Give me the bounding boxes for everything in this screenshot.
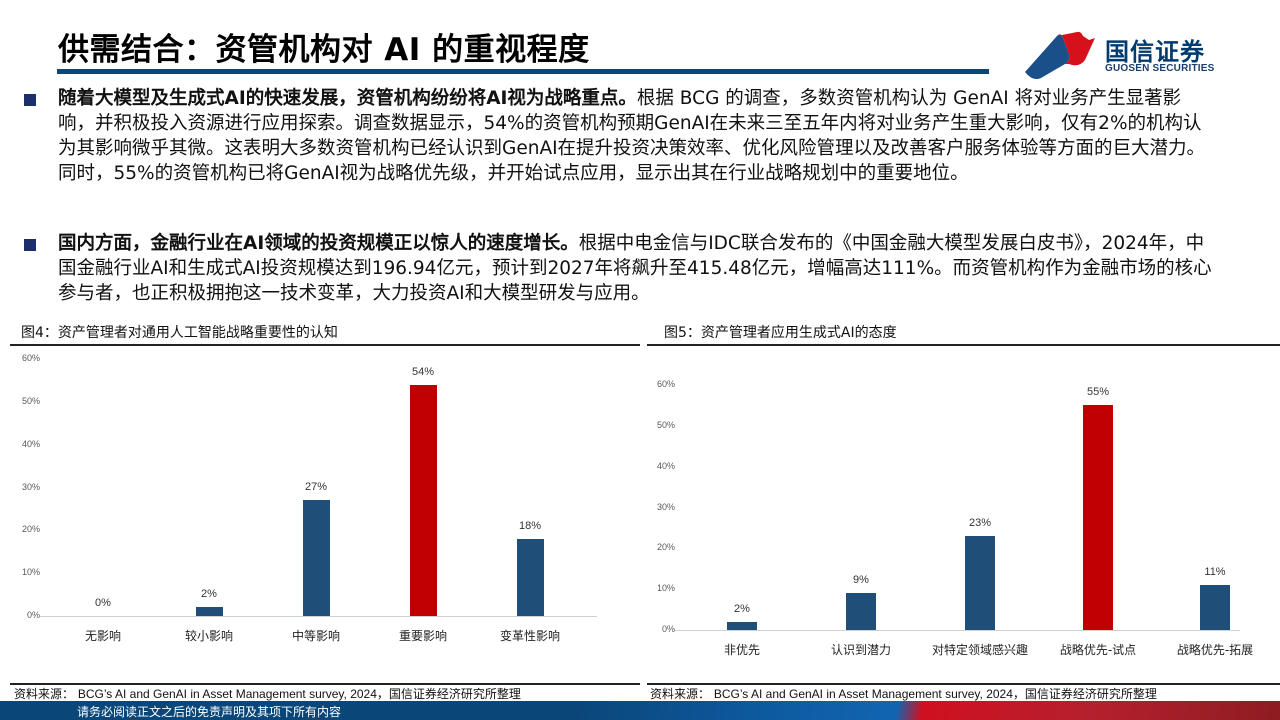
paragraph-2-lead: 国内方面，金融行业在AI领域的投资规模正以惊人的速度增长。: [58, 233, 579, 254]
logo-name-en: GUOSEN SECURITIES: [1105, 63, 1215, 74]
bar-value-label: 2%: [201, 588, 217, 601]
page-title: 供需结合：资管机构对 AI 的重视程度: [58, 32, 590, 68]
figure-5-title: 图5：资产管理者应用生成式AI的态度: [664, 325, 897, 341]
x-axis-line: [675, 630, 1240, 631]
figure-4-source-rule: [10, 683, 640, 685]
bar: [195, 607, 223, 616]
bar: [1200, 585, 1230, 630]
y-axis-tick: 60%: [21, 353, 40, 363]
figure-4-top-rule: [10, 344, 640, 346]
figure-4-bar-chart: 0% 10% 20% 30% 40% 50% 60% 0% 无影响 2% 较小影响 27% 中等影响 54…: [0, 345, 640, 645]
x-axis-category-label: 认识到潜力: [830, 643, 891, 657]
bar-value-label: 55%: [1086, 386, 1110, 399]
bar: [516, 538, 544, 616]
x-axis-line: [40, 616, 597, 617]
paragraph-2-body: 根据中电金信与IDC联合发布的《中国金融大模型发展白皮书》，2024年，中国金融…: [58, 233, 1212, 304]
footer-bar: 请务必阅读正文之后的免责声明及其项下所有内容: [0, 701, 1280, 720]
figure-4-title: 图4：资产管理者对通用人工智能战略重要性的认知: [21, 325, 338, 341]
bar: [409, 384, 437, 616]
bullet-square-icon: [24, 94, 36, 106]
y-axis-tick: 10%: [656, 583, 675, 594]
bar: [965, 536, 995, 630]
figure-5-top-rule: [647, 344, 1280, 346]
figure-4-source: 资料来源： BCG’s AI and GenAI in Asset Manage…: [14, 685, 521, 702]
y-axis-tick: 30%: [656, 501, 675, 512]
bar: [727, 621, 757, 630]
y-axis-tick: 30%: [21, 481, 40, 492]
y-axis-tick: 0%: [661, 624, 675, 634]
figure-5-source: 资料来源： BCG’s AI and GenAI in Asset Manage…: [650, 685, 1157, 702]
y-axis-tick: 50%: [21, 395, 40, 406]
title-underline: [57, 69, 989, 74]
y-axis-tick: 0%: [26, 610, 40, 620]
bar-value-label: 18%: [518, 519, 542, 532]
x-axis-category-label: 对特定领域感兴趣: [931, 643, 1028, 657]
x-axis-category-label: 无影响: [84, 629, 121, 643]
bullet-square-icon: [24, 239, 36, 251]
x-axis-category-label: 战略优先-试点: [1059, 643, 1137, 657]
x-axis-category-label: 较小影响: [184, 629, 233, 643]
y-axis-tick: 10%: [21, 567, 40, 578]
figure-5-source-rule: [647, 683, 1280, 685]
bar-value-label: 27%: [304, 481, 328, 494]
figure-5-bar-chart: 0% 10% 20% 30% 40% 50% 60% 2% 非优先 9% 认识到潜力 23% 对特定领域…: [0, 345, 1280, 665]
x-axis-category-label: 战略优先-拓展: [1176, 643, 1254, 657]
bar-value-label: 23%: [968, 517, 992, 530]
bar-value-label: 0%: [95, 597, 111, 609]
source-text: BCG’s AI and GenAI in Asset Management s…: [713, 687, 1157, 701]
paragraph-1-body: 根据 BCG 的调查，多数资管机构认为 GenAI 将对业务产生显著影响，并积极…: [58, 88, 1206, 184]
bar: [1083, 405, 1113, 630]
source-label: 资料来源：: [14, 687, 75, 701]
paragraph-1-lead: 随着大模型及生成式AI的快速发展，资管机构纷纷将AI视为战略重点。: [58, 88, 637, 109]
paragraph-1: 随着大模型及生成式AI的快速发展，资管机构纷纷将AI视为战略重点。根据 BCG …: [24, 86, 1218, 186]
y-axis-tick: 40%: [656, 460, 675, 471]
logo-name-cn: 国信证券: [1105, 38, 1205, 66]
x-axis-category-label: 非优先: [723, 643, 760, 657]
y-axis-tick: 20%: [21, 524, 40, 535]
x-axis-category-label: 变革性影响: [499, 629, 560, 643]
bar-value-label: 2%: [734, 602, 750, 615]
bar-value-label: 9%: [853, 574, 869, 587]
x-axis-category-label: 重要影响: [398, 629, 447, 643]
bar: [846, 593, 876, 630]
y-axis-tick: 60%: [656, 379, 675, 389]
paragraph-2: 国内方面，金融行业在AI领域的投资规模正以惊人的速度增长。根据中电金信与IDC联…: [24, 231, 1218, 306]
y-axis-tick: 40%: [21, 438, 40, 449]
source-text: BCG’s AI and GenAI in Asset Management s…: [77, 687, 521, 701]
bar-value-label: 54%: [411, 365, 435, 378]
x-axis-category-label: 中等影响: [291, 629, 340, 643]
y-axis-tick: 50%: [656, 419, 675, 430]
source-label: 资料来源：: [650, 687, 711, 701]
footer-disclaimer: 请务必阅读正文之后的免责声明及其项下所有内容: [77, 705, 342, 719]
guosen-logo-icon: [1025, 31, 1095, 80]
bar: [302, 500, 330, 616]
y-axis-tick: 20%: [656, 542, 675, 553]
bar-value-label: 11%: [1204, 566, 1226, 579]
